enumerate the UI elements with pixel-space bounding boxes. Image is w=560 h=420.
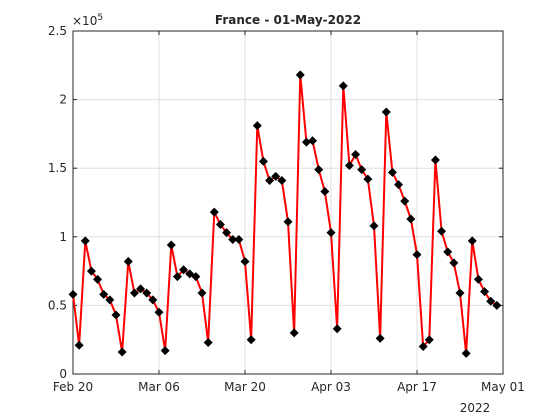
data-point bbox=[406, 214, 416, 224]
data-point bbox=[277, 176, 287, 186]
data-point bbox=[363, 174, 373, 184]
data-point bbox=[344, 160, 354, 170]
data-point bbox=[375, 333, 385, 343]
x-tick-label: Apr 03 bbox=[311, 380, 351, 394]
data-point bbox=[222, 228, 232, 238]
data-point bbox=[449, 258, 459, 268]
data-point bbox=[326, 228, 336, 238]
x-tick-label: Mar 06 bbox=[138, 380, 180, 394]
data-point bbox=[283, 217, 293, 227]
data-point bbox=[443, 247, 453, 257]
data-line bbox=[72, 73, 498, 355]
data-point bbox=[197, 288, 207, 298]
data-point bbox=[387, 167, 397, 177]
plot-area bbox=[73, 31, 503, 374]
data-point bbox=[351, 149, 361, 159]
data-point bbox=[301, 137, 311, 147]
data-point bbox=[105, 295, 115, 305]
data-point bbox=[246, 335, 256, 345]
data-point bbox=[308, 136, 318, 146]
data-point bbox=[209, 207, 219, 217]
data-point bbox=[80, 236, 90, 246]
data-point bbox=[129, 288, 139, 298]
data-point bbox=[99, 289, 109, 299]
data-point bbox=[400, 196, 410, 206]
x-year-label: 2022 bbox=[460, 401, 491, 415]
y-tick-label: 0 bbox=[59, 367, 67, 381]
x-tick-label: May 01 bbox=[481, 380, 525, 394]
data-point bbox=[369, 221, 379, 231]
data-point bbox=[332, 324, 342, 334]
data-point bbox=[271, 171, 281, 181]
data-point bbox=[381, 107, 391, 117]
data-point bbox=[437, 226, 447, 236]
data-point bbox=[418, 342, 428, 352]
data-point bbox=[258, 156, 268, 166]
data-point bbox=[154, 307, 164, 317]
data-point bbox=[480, 287, 490, 297]
y-multiplier: ×105 bbox=[72, 13, 103, 28]
data-point bbox=[86, 266, 96, 276]
data-point bbox=[394, 180, 404, 190]
data-point bbox=[252, 121, 262, 131]
x-tick-label: Mar 20 bbox=[224, 380, 266, 394]
y-tick-label: 1 bbox=[59, 230, 67, 244]
y-tick-label: 2 bbox=[59, 93, 67, 107]
chart-title: France - 01-May-2022 bbox=[215, 13, 361, 27]
data-point bbox=[172, 272, 182, 282]
data-point bbox=[338, 81, 348, 91]
data-point bbox=[455, 288, 465, 298]
data-point bbox=[289, 328, 299, 338]
data-point bbox=[215, 219, 225, 229]
data-point bbox=[160, 346, 170, 356]
y-tick-label: 2.5 bbox=[48, 24, 67, 38]
data-point bbox=[179, 265, 189, 275]
data-point bbox=[265, 176, 275, 186]
data-point bbox=[74, 340, 84, 350]
data-point bbox=[412, 250, 422, 260]
data-point bbox=[93, 274, 103, 284]
data-point bbox=[111, 310, 121, 320]
y-tick-label: 1.5 bbox=[48, 161, 67, 175]
data-point bbox=[240, 256, 250, 266]
x-tick-label: Apr 17 bbox=[397, 380, 437, 394]
data-point bbox=[166, 240, 176, 250]
data-point bbox=[357, 165, 367, 175]
data-point bbox=[467, 236, 477, 246]
data-point bbox=[461, 348, 471, 358]
data-point bbox=[492, 300, 502, 310]
data-point bbox=[142, 288, 152, 298]
data-point bbox=[148, 295, 158, 305]
data-point bbox=[295, 70, 305, 80]
data-point bbox=[228, 235, 238, 245]
y-multiplier-exponent: 5 bbox=[97, 13, 103, 23]
data-point bbox=[314, 165, 324, 175]
data-point bbox=[203, 337, 213, 347]
data-point bbox=[136, 284, 146, 294]
data-point bbox=[430, 155, 440, 165]
data-point bbox=[320, 187, 330, 197]
data-point bbox=[486, 296, 496, 306]
data-point bbox=[117, 347, 127, 357]
axes-box bbox=[72, 30, 504, 375]
data-point bbox=[473, 274, 483, 284]
y-multiplier-base: ×10 bbox=[72, 14, 97, 28]
data-point bbox=[123, 256, 133, 266]
data-point bbox=[68, 289, 78, 299]
x-tick-label: Feb 20 bbox=[53, 380, 93, 394]
data-point bbox=[424, 335, 434, 345]
data-point bbox=[191, 272, 201, 282]
y-tick-label: 0.5 bbox=[48, 298, 67, 312]
data-point bbox=[234, 235, 244, 245]
